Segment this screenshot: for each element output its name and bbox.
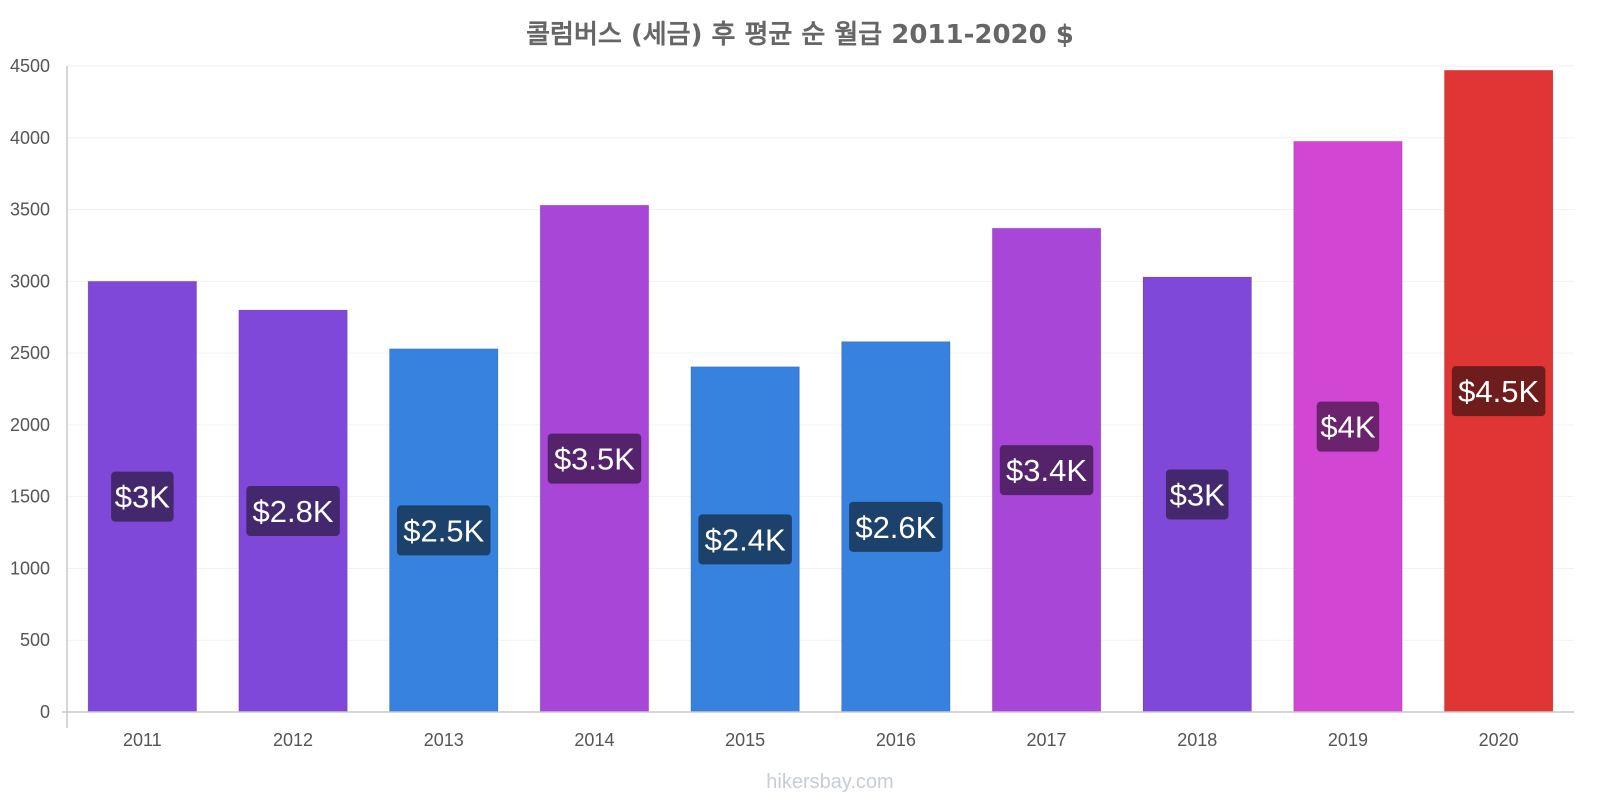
- data-label-box: [547, 433, 642, 484]
- data-label-box: [246, 486, 340, 537]
- data-label-box: [698, 514, 792, 565]
- y-tick-label: 3500: [10, 200, 50, 220]
- y-tick-label: 4500: [10, 56, 50, 76]
- y-tick-label: 1000: [10, 558, 50, 578]
- x-tick-label: 2013: [424, 730, 464, 750]
- y-tick-label: 3000: [10, 271, 50, 291]
- y-tick-label: 0: [40, 702, 50, 722]
- bars: [87, 69, 1554, 713]
- data-label-box: [849, 501, 943, 552]
- data-label-box: [999, 445, 1094, 496]
- data-label: $3K: [1170, 478, 1225, 513]
- data-label-box: [397, 505, 491, 556]
- x-tick-label: 2018: [1177, 730, 1217, 750]
- x-tick-label: 2015: [725, 730, 765, 750]
- x-tick-label: 2014: [574, 730, 614, 750]
- x-tick-label: 2019: [1328, 730, 1368, 750]
- x-axis: 2011 2012 2013 2014 2015 2016 2017 2018 2019 2020: [62, 711, 1574, 750]
- y-tick-label: 2000: [10, 415, 50, 435]
- data-label-box: [1451, 366, 1546, 417]
- data-label: $3.4K: [1006, 453, 1087, 488]
- data-labels: $3K $2.8K $2.5K $3.5K $2.4K $2.6K $3.4K $3K $4K $…: [111, 366, 1546, 565]
- watermark: hikersbay.com: [766, 771, 893, 793]
- x-tick-label: 2017: [1027, 730, 1067, 750]
- y-tick-label: 4000: [10, 128, 50, 148]
- data-label: $2.8K: [253, 494, 334, 529]
- x-tick-label: 2012: [273, 730, 313, 750]
- data-label: $4.5K: [1458, 374, 1539, 409]
- y-tick-label: 500: [20, 630, 50, 650]
- data-label: $2.6K: [855, 510, 936, 545]
- y-tick-label: 1500: [10, 487, 50, 507]
- data-label-box: [111, 471, 174, 522]
- x-tick-label: 2020: [1479, 730, 1519, 750]
- data-label: $2.4K: [705, 522, 786, 557]
- data-label: $2.5K: [403, 513, 484, 548]
- x-tick-label: 2011: [123, 730, 162, 750]
- data-label-box: [1316, 401, 1380, 452]
- data-label: $4K: [1320, 410, 1375, 445]
- data-label: $3.5K: [554, 442, 635, 477]
- y-tick-label: 2500: [10, 343, 50, 363]
- data-label: $3K: [115, 480, 170, 515]
- chart-title: 콜럼버스 (세금) 후 평균 순 월급 2011-2020 $: [526, 20, 1074, 50]
- x-tick-label: 2016: [876, 730, 916, 750]
- data-label-box: [1166, 469, 1229, 520]
- y-axis: 0 500 1000 1500 2000 2500 3000 3500 4000 4500: [10, 56, 68, 728]
